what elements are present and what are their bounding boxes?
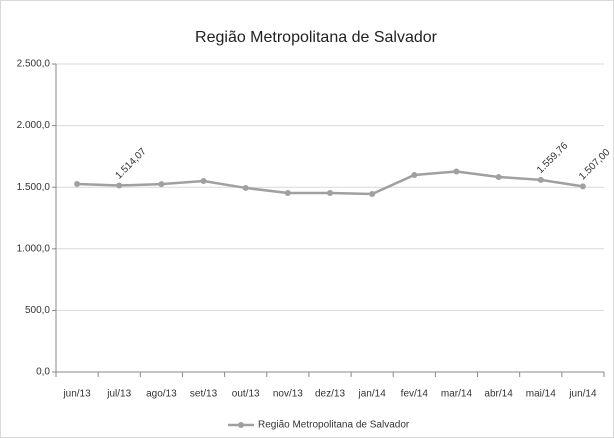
point bbox=[495, 173, 502, 180]
legend-marker bbox=[238, 422, 244, 428]
x-tick-label: nov/13 bbox=[273, 389, 303, 400]
point bbox=[158, 181, 165, 188]
y-tick-label: 500,0 bbox=[25, 305, 50, 316]
x-tick-label: set/13 bbox=[190, 389, 218, 400]
y-tick-label: 0,0 bbox=[36, 367, 50, 378]
point bbox=[116, 182, 123, 189]
x-tick-label: ago/13 bbox=[146, 389, 177, 400]
x-tick-label: out/13 bbox=[232, 389, 260, 400]
x-tick-label: mai/14 bbox=[526, 389, 556, 400]
point bbox=[579, 183, 586, 190]
x-tick-label: jan/14 bbox=[358, 389, 387, 400]
point bbox=[369, 190, 376, 197]
chart-title: Região Metropolitana de Salvador bbox=[195, 29, 438, 46]
x-tick-label: jun/14 bbox=[568, 389, 597, 400]
point bbox=[537, 176, 544, 183]
point bbox=[200, 178, 207, 185]
x-tick-label: dez/13 bbox=[315, 389, 345, 400]
x-tick-label: fev/14 bbox=[401, 389, 429, 400]
point bbox=[453, 168, 460, 175]
point bbox=[327, 189, 333, 196]
point bbox=[284, 189, 291, 196]
legend-label: Região Metropolitana de Salvador bbox=[258, 420, 410, 431]
y-tick-label: 2.500,0 bbox=[17, 59, 51, 70]
x-tick-label: mar/14 bbox=[441, 389, 473, 400]
x-tick-label: abr/14 bbox=[484, 389, 513, 400]
point bbox=[74, 180, 81, 187]
x-tick-label: jun/13 bbox=[62, 389, 91, 400]
y-tick-label: 1.000,0 bbox=[17, 243, 51, 254]
point bbox=[411, 172, 418, 179]
y-tick-label: 2.000,0 bbox=[17, 120, 51, 131]
point bbox=[242, 184, 249, 191]
y-tick-label: 1.500,0 bbox=[17, 182, 51, 193]
x-tick-label: jul/13 bbox=[106, 389, 131, 400]
